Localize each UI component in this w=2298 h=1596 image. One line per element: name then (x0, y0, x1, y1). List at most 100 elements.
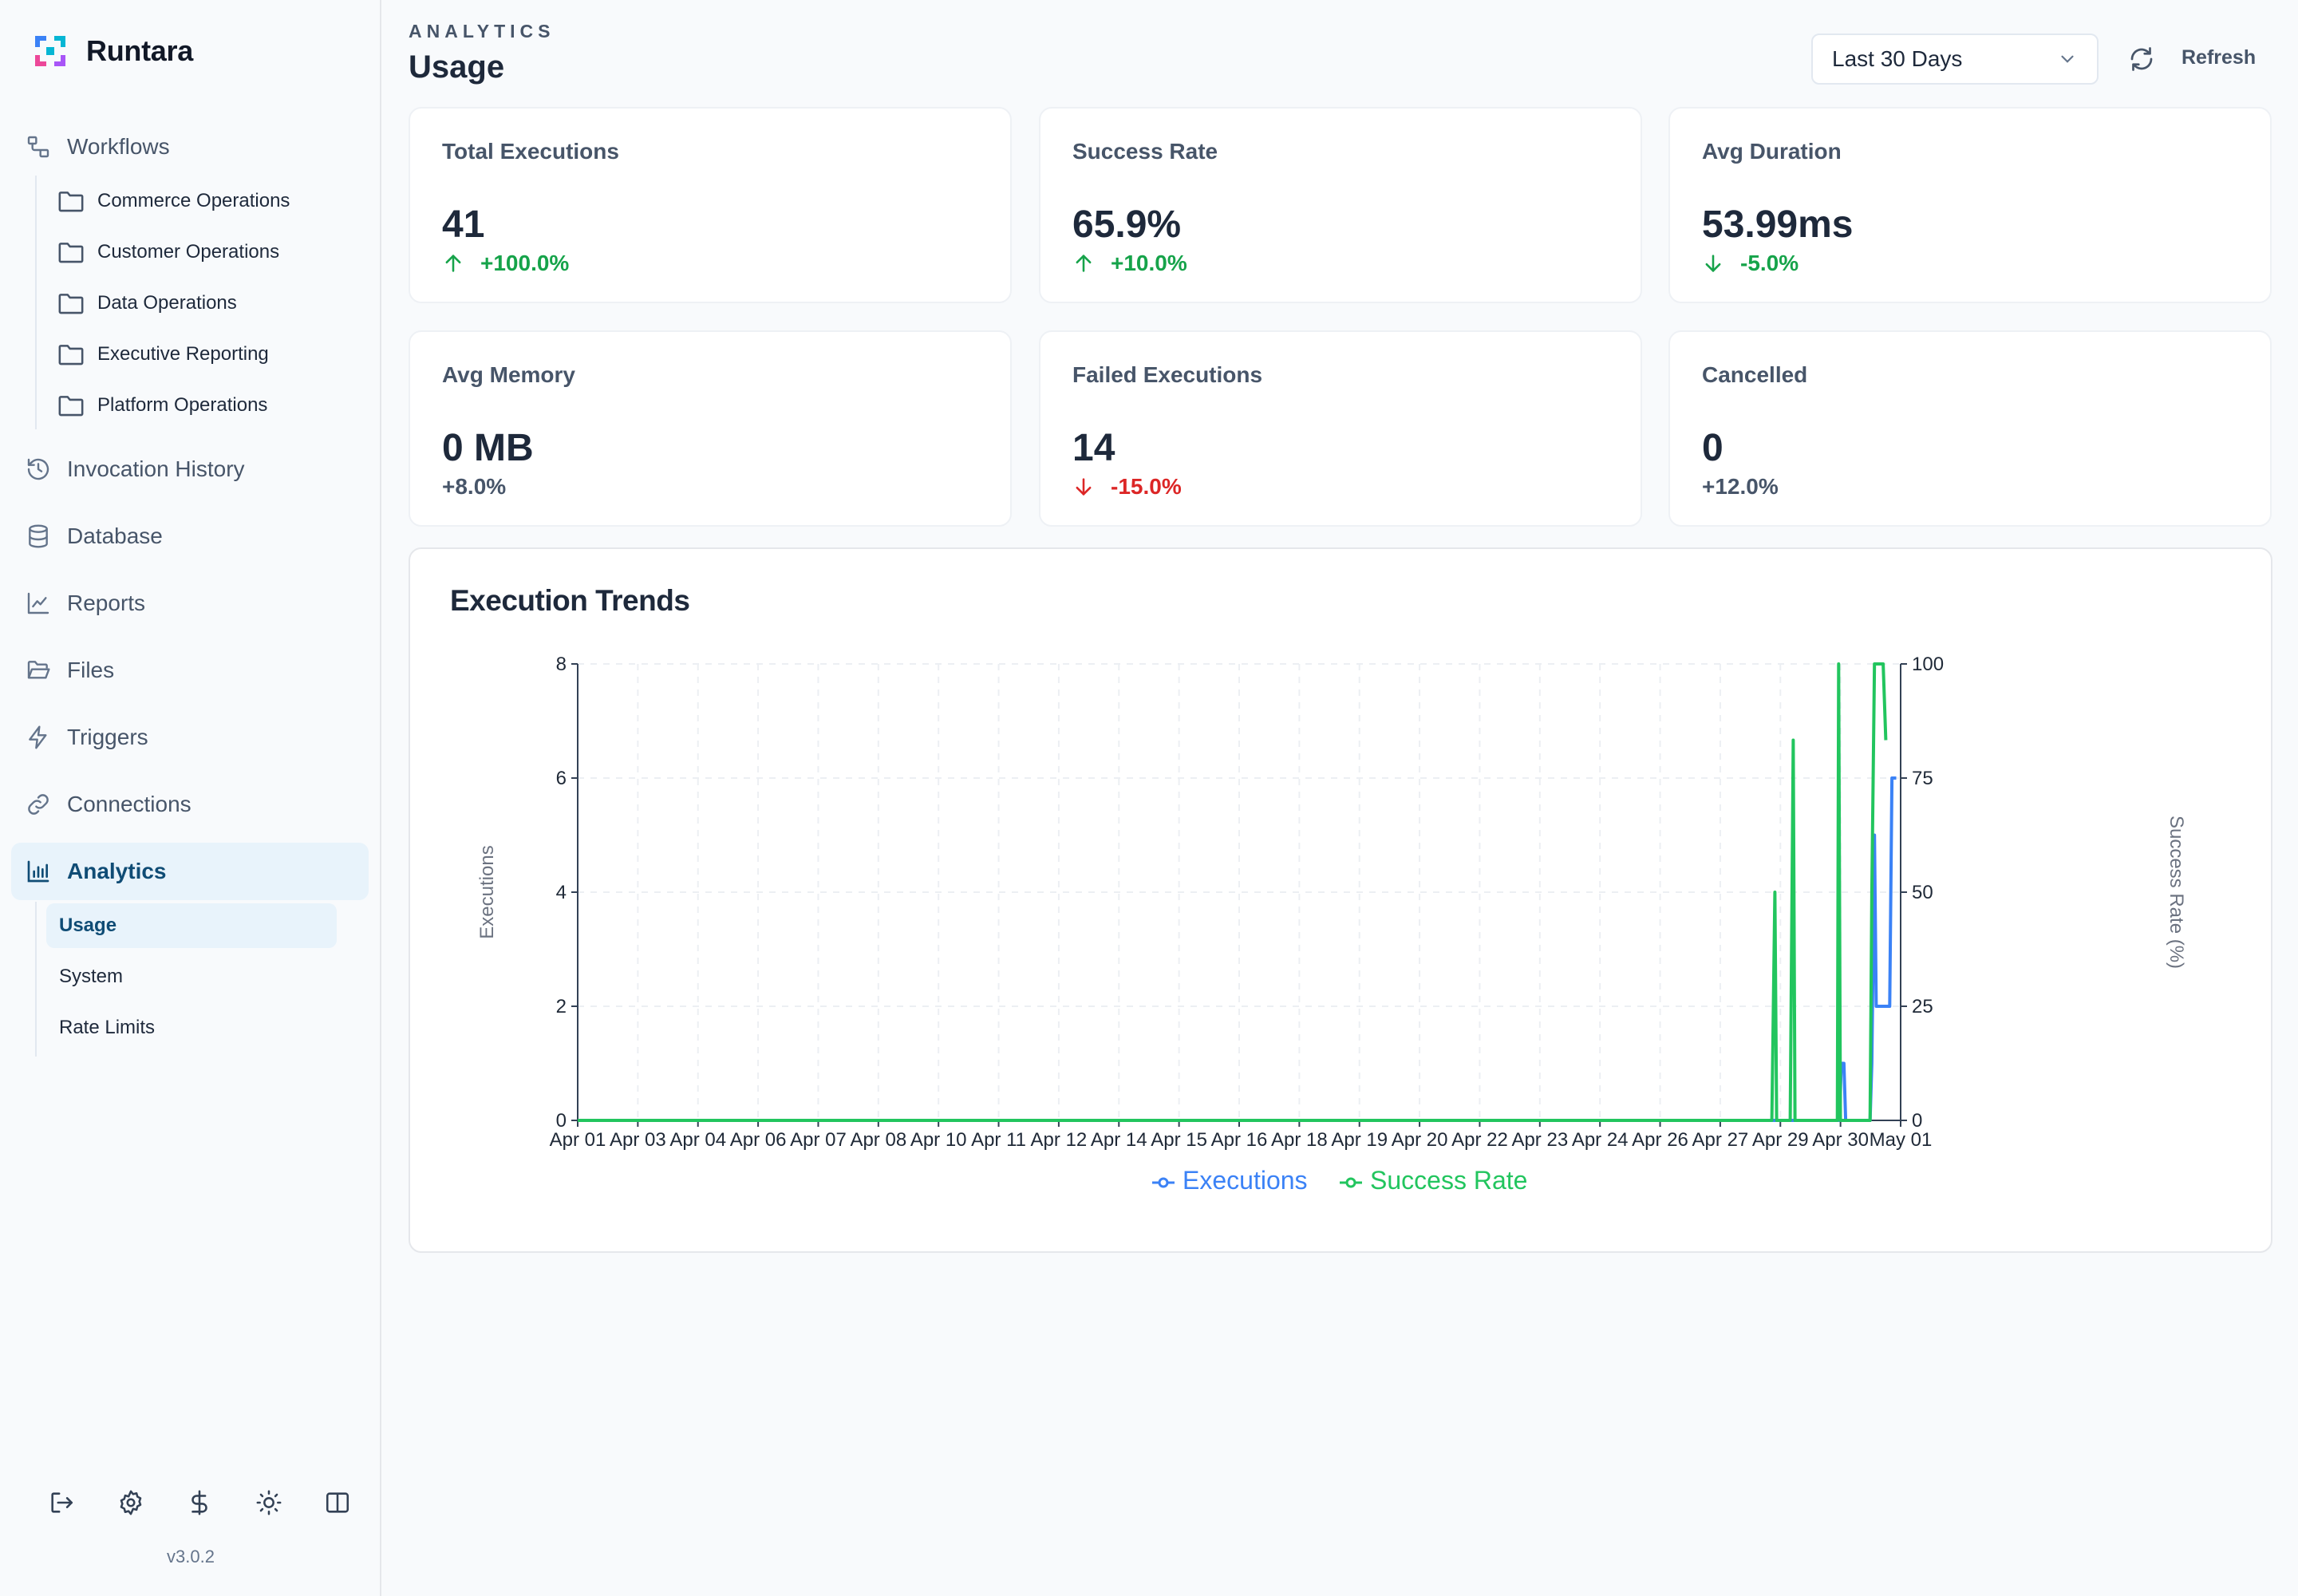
folder-executive-reporting[interactable]: Executive Reporting (57, 332, 269, 377)
subitem-label: Usage (59, 915, 117, 936)
stat-value: 0 MB (442, 427, 534, 469)
sidebar-subitem-usage[interactable]: Usage (46, 903, 337, 948)
dollar-icon[interactable] (186, 1489, 213, 1516)
sun-icon[interactable] (255, 1489, 282, 1516)
stat-delta-value: +100.0% (480, 251, 570, 275)
section-eyebrow: ANALYTICS (409, 21, 555, 41)
stat-delta-value: +10.0% (1111, 251, 1187, 275)
stat-delta: +12.0% (1702, 474, 1779, 500)
sidebar-subitem-rate-limits[interactable]: Rate Limits (46, 1005, 337, 1050)
folder-label: Platform Operations (97, 394, 268, 416)
sidebar-item-analytics[interactable]: Analytics (11, 843, 369, 900)
arrow-up-icon (1076, 255, 1092, 272)
stat-value: 14 (1072, 427, 1115, 469)
sidebar-item-database[interactable]: Database (11, 508, 369, 565)
subitem-label: Rate Limits (59, 1017, 156, 1038)
stat-value: 41 (442, 203, 485, 246)
series-line-success-rate (578, 662, 1888, 1122)
chart-title: Execution Trends (450, 584, 690, 617)
sidebar-item-invocation-history[interactable]: Invocation History (11, 440, 369, 498)
brand[interactable]: Runtara (32, 32, 193, 70)
x-tick-label: Apr 03 (610, 1129, 666, 1151)
sidebar-toggle-icon[interactable] (324, 1489, 351, 1516)
folder-commerce-operations[interactable]: Commerce Operations (57, 179, 290, 223)
x-tick-label: Apr 08 (850, 1129, 906, 1151)
stat-value: 53.99ms (1702, 203, 1854, 246)
sidebar-item-reports[interactable]: Reports (11, 575, 369, 632)
stat-label: Cancelled (1702, 362, 1808, 387)
stat-label: Success Rate (1072, 139, 1218, 164)
execution-trends-chart[interactable]: Apr 01 Apr 03 Apr 04 Apr 06 Apr 07 Apr 08 Apr … (410, 549, 2274, 1254)
sidebar-item-workflows[interactable]: Workflows (11, 118, 369, 176)
stat-value: 0 (1702, 427, 1724, 469)
execution-trends-panel: Execution Trends Apr 01 Apr 03 Apr 04 Apr 0… (409, 547, 2272, 1253)
folder-platform-operations[interactable]: Platform Operations (57, 383, 267, 428)
folder-icon (58, 396, 84, 417)
y-tick-label-left: 6 (556, 768, 567, 789)
x-tick-label: Apr 07 (790, 1129, 847, 1151)
date-range-value: Last 30 Days (1832, 46, 1963, 71)
stat-delta: +100.0% (442, 251, 569, 276)
stat-delta-value: -5.0% (1740, 251, 1799, 275)
x-tick-label: Apr 12 (1031, 1129, 1088, 1151)
bolt-icon (29, 725, 47, 749)
sidebar-item-connections[interactable]: Connections (11, 776, 369, 833)
legend-swatch-marker (1158, 1177, 1169, 1188)
runtara-logo-icon (35, 36, 65, 66)
folder-icon (58, 243, 84, 263)
date-range-select[interactable]: Last 30 Days (1811, 34, 2099, 85)
sidebar-item-triggers[interactable]: Triggers (11, 709, 369, 766)
tree-line (35, 902, 37, 1057)
refresh-icon[interactable] (2127, 45, 2156, 73)
history-icon (27, 458, 49, 480)
subitem-label: System (59, 966, 124, 987)
arrow-up-icon (445, 255, 461, 272)
sidebar-subitem-system[interactable]: System (46, 954, 337, 999)
stat-delta-value: +12.0% (1702, 474, 1779, 499)
y-tick-label-right: 0 (1912, 1110, 1922, 1132)
folder-label: Commerce Operations (97, 190, 290, 211)
logout-icon[interactable] (48, 1489, 75, 1516)
sidebar-item-label: Files (67, 658, 115, 682)
x-tick-label: May 01 (1870, 1129, 1933, 1151)
x-tick-label: Apr 26 (1632, 1129, 1688, 1151)
page-title: Usage (409, 49, 505, 85)
sidebar-item-label: Connections (67, 792, 192, 816)
settings-icon[interactable] (117, 1489, 144, 1516)
folder-open-icon (27, 661, 50, 679)
x-tick-label: Apr 20 (1392, 1129, 1448, 1151)
stat-card-success-rate: Success Rate 65.9% +10.0% (1039, 107, 1642, 303)
sidebar-item-label: Triggers (67, 725, 148, 749)
bar-chart-icon (27, 860, 49, 883)
folder-customer-operations[interactable]: Customer Operations (57, 230, 279, 275)
x-tick-label: Apr 22 (1451, 1129, 1508, 1151)
folder-icon (58, 192, 84, 212)
arrow-down-icon (1705, 255, 1721, 272)
y-axis-label-right: Success Rate (%) (2166, 816, 2187, 969)
stat-delta: +10.0% (1072, 251, 1187, 276)
stat-card-avg-duration: Avg Duration 53.99ms -5.0% (1668, 107, 2272, 303)
y-tick-label-left: 2 (556, 996, 567, 1017)
x-tick-label: Apr 06 (730, 1129, 787, 1151)
folder-data-operations[interactable]: Data Operations (57, 281, 237, 326)
x-tick-label: Apr 29 (1752, 1129, 1809, 1151)
x-tick-label: Apr 15 (1151, 1129, 1207, 1151)
x-tick-label: Apr 19 (1331, 1129, 1388, 1151)
stat-label: Failed Executions (1072, 362, 1263, 387)
folder-label: Executive Reporting (97, 343, 269, 365)
stat-label: Avg Duration (1702, 139, 1842, 164)
stat-delta-value: +8.0% (442, 474, 507, 499)
stat-label: Total Executions (442, 139, 619, 164)
chevron-down-icon (2061, 55, 2074, 63)
stat-delta: +8.0% (442, 474, 506, 500)
legend-swatch-marker (1345, 1177, 1356, 1188)
legend-label: Success Rate (1370, 1166, 1527, 1195)
sidebar-item-files[interactable]: Files (11, 642, 369, 699)
database-icon (29, 524, 48, 548)
arrow-down-icon (1076, 478, 1092, 496)
sidebar-item-label: Invocation History (67, 456, 245, 481)
stat-card-failed-executions: Failed Executions 14 -15.0% (1039, 330, 1642, 527)
folder-icon (58, 345, 84, 365)
refresh-button[interactable]: Refresh (2182, 46, 2257, 69)
stat-delta: -15.0% (1072, 474, 1182, 500)
